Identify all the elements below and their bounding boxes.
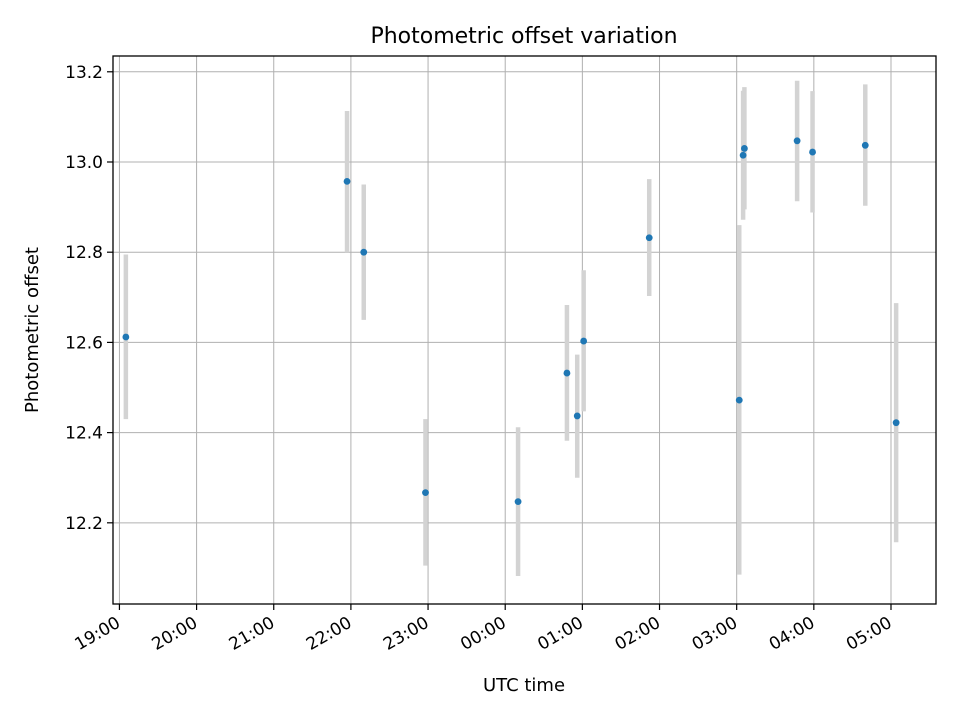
data-point xyxy=(422,489,429,496)
data-point xyxy=(580,337,588,345)
data-point xyxy=(735,396,743,404)
data-point xyxy=(122,333,130,341)
chart-title: Photometric offset variation xyxy=(370,24,677,49)
data-point xyxy=(514,498,522,506)
data-point xyxy=(892,419,900,427)
y-axis-label: Photometric offset xyxy=(22,247,43,413)
data-point xyxy=(360,248,368,256)
y-tick-label: 12.4 xyxy=(65,424,103,444)
data-point xyxy=(343,177,351,185)
data-point xyxy=(573,412,581,420)
y-axis-ticks: 12.2 12.4 12.6 12.8 13.0 13.2 xyxy=(65,63,113,534)
data-point xyxy=(740,145,748,152)
data-point xyxy=(861,141,869,149)
data-point xyxy=(793,137,801,145)
data-point xyxy=(739,151,747,159)
data-point xyxy=(563,369,571,377)
data-point xyxy=(645,234,653,242)
y-tick-label: 12.2 xyxy=(65,514,103,534)
data-points xyxy=(122,137,900,506)
y-tick-label: 13.2 xyxy=(65,63,103,83)
data-point xyxy=(809,148,816,156)
y-tick-label: 13.0 xyxy=(65,153,103,173)
y-tick-label: 12.8 xyxy=(65,243,103,263)
grid-lines xyxy=(113,56,936,604)
x-axis-label: UTC time xyxy=(483,675,565,696)
y-tick-label: 12.6 xyxy=(65,333,103,353)
plot-area-frame xyxy=(112,55,937,605)
